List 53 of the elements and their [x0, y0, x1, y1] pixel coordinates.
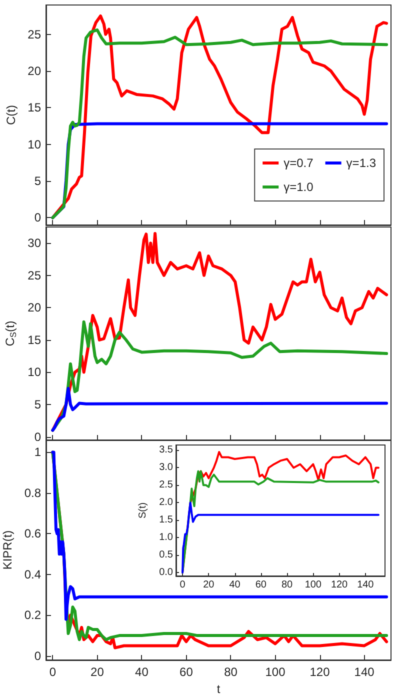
x-tick-label: 100: [304, 580, 322, 590]
y-tick-label: 0.8: [24, 486, 42, 500]
x-tick-label: 80: [224, 665, 238, 679]
y-axis-title: KIPR(t): [0, 530, 14, 570]
y-tick-label: 15: [28, 100, 42, 115]
x-tick-label: 40: [229, 580, 241, 590]
legend-label: γ=1.0: [284, 180, 314, 194]
x-tick-label: 140: [354, 665, 375, 679]
y-tick-label: 0: [34, 210, 42, 225]
legend-label: γ=0.7: [284, 156, 314, 170]
y-tick-label: 0: [34, 648, 42, 663]
x-tick-label: 20: [203, 580, 215, 590]
line-series: [182, 502, 380, 574]
y-tick-label: 5: [34, 398, 42, 412]
y-tick-label: 25: [28, 27, 42, 42]
x-tick-label: 20: [90, 665, 104, 679]
x-tick-label: 120: [310, 665, 330, 679]
y-tick-label: 2.0: [159, 497, 174, 508]
x-tick-label: 80: [281, 580, 294, 590]
y-tick-label: 30: [28, 236, 42, 250]
legend-label: γ=1.3: [346, 156, 376, 170]
y-axis-title: CS(t): [2, 320, 18, 346]
x-tick-label: 40: [135, 665, 149, 679]
x-tick-label: 60: [255, 580, 267, 590]
x-tick-label: 60: [180, 665, 194, 679]
y-tick-label: 0.2: [24, 608, 42, 622]
y-tick-label: 25: [28, 268, 42, 282]
y-tick-label: 0.0: [159, 567, 174, 578]
x-tick-label: 0: [49, 665, 56, 679]
y-tick-label: 0.4: [24, 567, 42, 582]
y-tick-label: 10: [28, 365, 42, 380]
x-tick-label: 0: [180, 580, 186, 590]
x-tick-label: 100: [265, 665, 286, 679]
y-tick-label: 1.5: [159, 514, 174, 526]
y-tick-label: 1.0: [159, 532, 174, 544]
y-tick-label: 20: [28, 300, 42, 315]
y-tick-label: 5: [34, 174, 42, 188]
y-tick-label: 1: [34, 445, 42, 460]
y-tick-label: 15: [28, 332, 42, 347]
y-axis-title: C(t): [4, 105, 18, 125]
y-tick-label: 2.5: [159, 480, 174, 491]
y-tick-label: 0.5: [159, 550, 174, 561]
y-tick-label: 3.5: [159, 444, 174, 456]
y-axis-title: S(t): [138, 502, 149, 519]
x-tick-label: 120: [330, 580, 348, 590]
y-tick-label: 0: [34, 430, 42, 444]
y-tick-label: 3.0: [159, 462, 174, 474]
y-tick-label: 10: [28, 137, 42, 152]
x-axis-title: t: [216, 682, 221, 696]
line-series: [51, 386, 388, 432]
x-tick-label: 140: [357, 580, 374, 590]
y-tick-label: 0.6: [24, 526, 42, 541]
y-tick-label: 20: [28, 64, 42, 78]
